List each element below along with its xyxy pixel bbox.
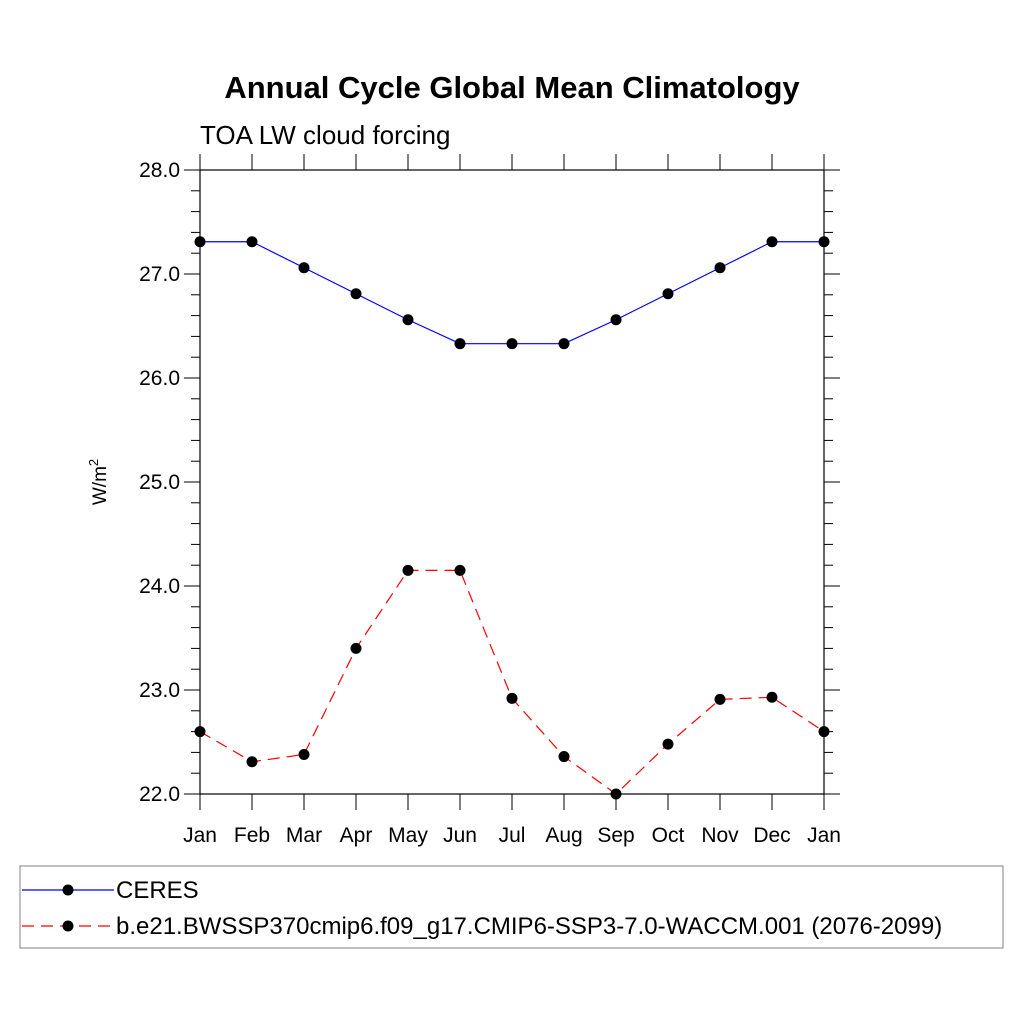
data-point bbox=[298, 262, 310, 274]
data-point bbox=[350, 288, 362, 300]
data-point bbox=[766, 691, 778, 703]
legend: CERES b.e21.BWSSP370cmip6.f09_g17.CMIP6-S… bbox=[22, 877, 942, 940]
y-tick-label: 26.0 bbox=[139, 367, 180, 390]
x-tick-label: Jan bbox=[183, 824, 217, 847]
series-2 bbox=[194, 564, 830, 800]
data-point bbox=[714, 693, 726, 705]
data-point bbox=[662, 288, 674, 300]
data-point bbox=[506, 692, 518, 704]
y-tick-label: 23.0 bbox=[139, 679, 180, 702]
legend-marker bbox=[62, 920, 74, 932]
data-point bbox=[662, 738, 674, 750]
data-point bbox=[818, 726, 830, 738]
data-point bbox=[194, 236, 206, 248]
x-tick-label: Jun bbox=[443, 824, 477, 847]
chart-subtitle: TOA LW cloud forcing bbox=[200, 120, 450, 150]
data-point bbox=[610, 314, 622, 326]
data-point bbox=[246, 236, 258, 248]
legend-item-2: b.e21.BWSSP370cmip6.f09_g17.CMIP6-SSP3-7… bbox=[22, 913, 942, 940]
data-point bbox=[454, 338, 466, 350]
data-point bbox=[402, 314, 414, 326]
data-point bbox=[714, 262, 726, 274]
data-point bbox=[454, 564, 466, 576]
y-axis-label-superscript: 2 bbox=[86, 459, 101, 466]
x-tick-label: Feb bbox=[234, 824, 270, 847]
x-tick-label: Mar bbox=[286, 824, 322, 847]
data-point bbox=[818, 236, 830, 248]
y-axis-label-base: W/m bbox=[90, 466, 111, 505]
x-tick-label: Jan bbox=[807, 824, 841, 847]
legend-box bbox=[19, 865, 1004, 949]
series-1 bbox=[194, 236, 830, 350]
y-axis-label: W/m2 bbox=[86, 459, 111, 505]
data-point bbox=[246, 756, 258, 768]
y-tick-label: 24.0 bbox=[139, 575, 180, 598]
axis-ticks bbox=[184, 154, 840, 810]
x-axis-tick-labels: Jan Feb Mar Apr May Jun Jul Aug Sep Oct Nov Dec Jan bbox=[183, 824, 841, 847]
y-tick-label: 22.0 bbox=[139, 783, 180, 806]
data-point bbox=[350, 642, 362, 654]
y-tick-label: 25.0 bbox=[139, 471, 180, 494]
data-point bbox=[506, 338, 518, 350]
legend-label: CERES bbox=[116, 877, 199, 904]
x-tick-label: May bbox=[388, 824, 428, 847]
legend-label: b.e21.BWSSP370cmip6.f09_g17.CMIP6-SSP3-7… bbox=[116, 913, 942, 940]
series-layer bbox=[194, 236, 830, 800]
x-tick-label: Apr bbox=[340, 824, 373, 847]
x-tick-label: Sep bbox=[597, 824, 634, 847]
x-tick-label: Jul bbox=[499, 824, 526, 847]
x-tick-label: Nov bbox=[701, 824, 739, 847]
x-tick-label: Aug bbox=[545, 824, 582, 847]
data-point bbox=[298, 748, 310, 760]
legend-item-1: CERES bbox=[22, 877, 199, 904]
y-axis-tick-labels: 22.0 23.0 24.0 25.0 26.0 27.0 28.0 bbox=[139, 159, 180, 806]
series-line bbox=[200, 241, 824, 345]
chart-title: Annual Cycle Global Mean Climatology bbox=[224, 70, 800, 105]
data-point bbox=[766, 236, 778, 248]
data-point bbox=[558, 338, 570, 350]
y-tick-label: 28.0 bbox=[139, 159, 180, 182]
data-point bbox=[558, 751, 570, 763]
data-point bbox=[402, 564, 414, 576]
data-point bbox=[194, 726, 206, 738]
series-line bbox=[199, 569, 825, 795]
legend-marker bbox=[62, 884, 74, 896]
y-tick-label: 27.0 bbox=[139, 263, 180, 286]
x-tick-label: Dec bbox=[753, 824, 790, 847]
x-tick-label: Oct bbox=[652, 824, 685, 847]
data-point bbox=[610, 788, 622, 800]
